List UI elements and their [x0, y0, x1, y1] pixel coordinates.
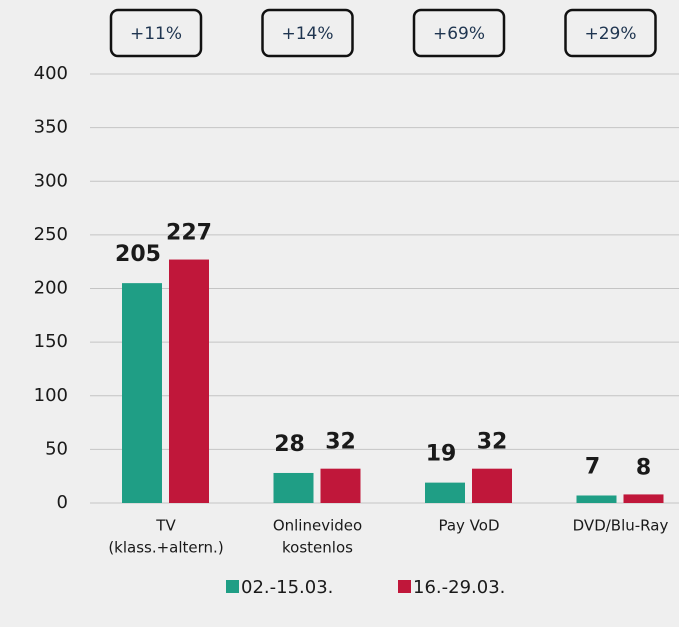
value-label: 28: [274, 432, 305, 457]
bar: [122, 283, 162, 503]
x-tick-label: (klass.+altern.): [108, 539, 223, 557]
bar: [425, 482, 465, 503]
y-tick-label: 300: [34, 170, 68, 191]
x-tick-label: TV: [155, 517, 176, 535]
value-label: 32: [325, 430, 356, 455]
bar: [273, 472, 314, 503]
y-tick-label: 100: [34, 385, 68, 406]
y-tick-label: 50: [45, 438, 68, 459]
bar: [169, 259, 209, 503]
x-tick-label: Onlinevideo: [273, 517, 362, 535]
annotation-box: [564, 8, 657, 58]
bar: [472, 468, 512, 503]
bar: [623, 494, 664, 503]
value-label: 32: [477, 430, 508, 455]
annotation-box: [412, 8, 506, 58]
annotation: +14%: [281, 24, 333, 44]
annotation: +11%: [130, 24, 182, 44]
annotation: +69%: [433, 24, 485, 44]
bar: [576, 495, 617, 503]
y-tick-label: 200: [34, 278, 68, 299]
annotation: +29%: [584, 24, 636, 44]
x-tick-label: Pay VoD: [438, 517, 499, 535]
x-tick-label: kostenlos: [282, 539, 353, 557]
y-tick-label: 350: [34, 117, 68, 138]
y-tick-label: 150: [34, 331, 68, 352]
annotation-box: [109, 8, 203, 58]
value-label: 8: [636, 455, 651, 480]
legend-label: 16.-29.03.: [413, 577, 505, 598]
y-tick-label: 250: [34, 224, 68, 245]
legend-swatch: [398, 580, 411, 593]
annotation-box: [261, 8, 354, 58]
value-label: 7: [585, 454, 600, 479]
y-tick-label: 0: [57, 492, 68, 513]
legend-swatch: [226, 580, 239, 593]
value-label: 227: [166, 221, 212, 246]
y-tick-label: 400: [34, 63, 68, 84]
legend-label: 02.-15.03.: [241, 577, 333, 598]
value-label: 205: [115, 242, 161, 267]
value-label: 19: [426, 442, 457, 467]
x-tick-label: DVD/Blu-Ray: [573, 517, 669, 535]
bar: [320, 468, 361, 503]
